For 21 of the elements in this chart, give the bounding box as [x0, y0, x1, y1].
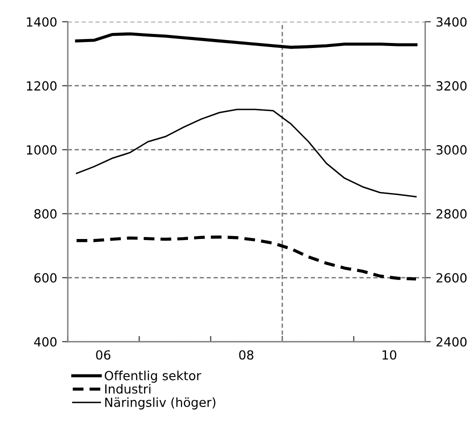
legend-label: Industri	[105, 384, 150, 394]
y2-tick-label: 2800	[436, 209, 467, 219]
y2-tick-label: 3400	[436, 17, 467, 27]
y2-tick-label: 3000	[436, 145, 467, 155]
legend-label: Näringsliv (höger)	[105, 397, 216, 410]
y-tick-label: 800	[34, 209, 57, 219]
y2-tick-label: 2600	[436, 273, 467, 283]
line-series	[76, 108, 417, 198]
y-tick-label: 1200	[26, 81, 57, 91]
x-tick-label: 10	[382, 350, 396, 360]
y-tick-label: 1000	[26, 145, 57, 155]
line-series	[75, 236, 418, 280]
legend-label: Offentlig sektor	[104, 370, 202, 383]
x-tick-label: 06	[96, 350, 110, 360]
x-tick-label: 08	[239, 350, 254, 360]
y-tick-label: 1400	[26, 17, 57, 27]
line-series	[75, 32, 418, 49]
y2-tick-label: 3200	[436, 81, 467, 91]
y2-tick-label: 2400	[436, 337, 467, 347]
y-tick-label: 400	[34, 337, 57, 347]
y-tick-label: 600	[34, 273, 57, 283]
